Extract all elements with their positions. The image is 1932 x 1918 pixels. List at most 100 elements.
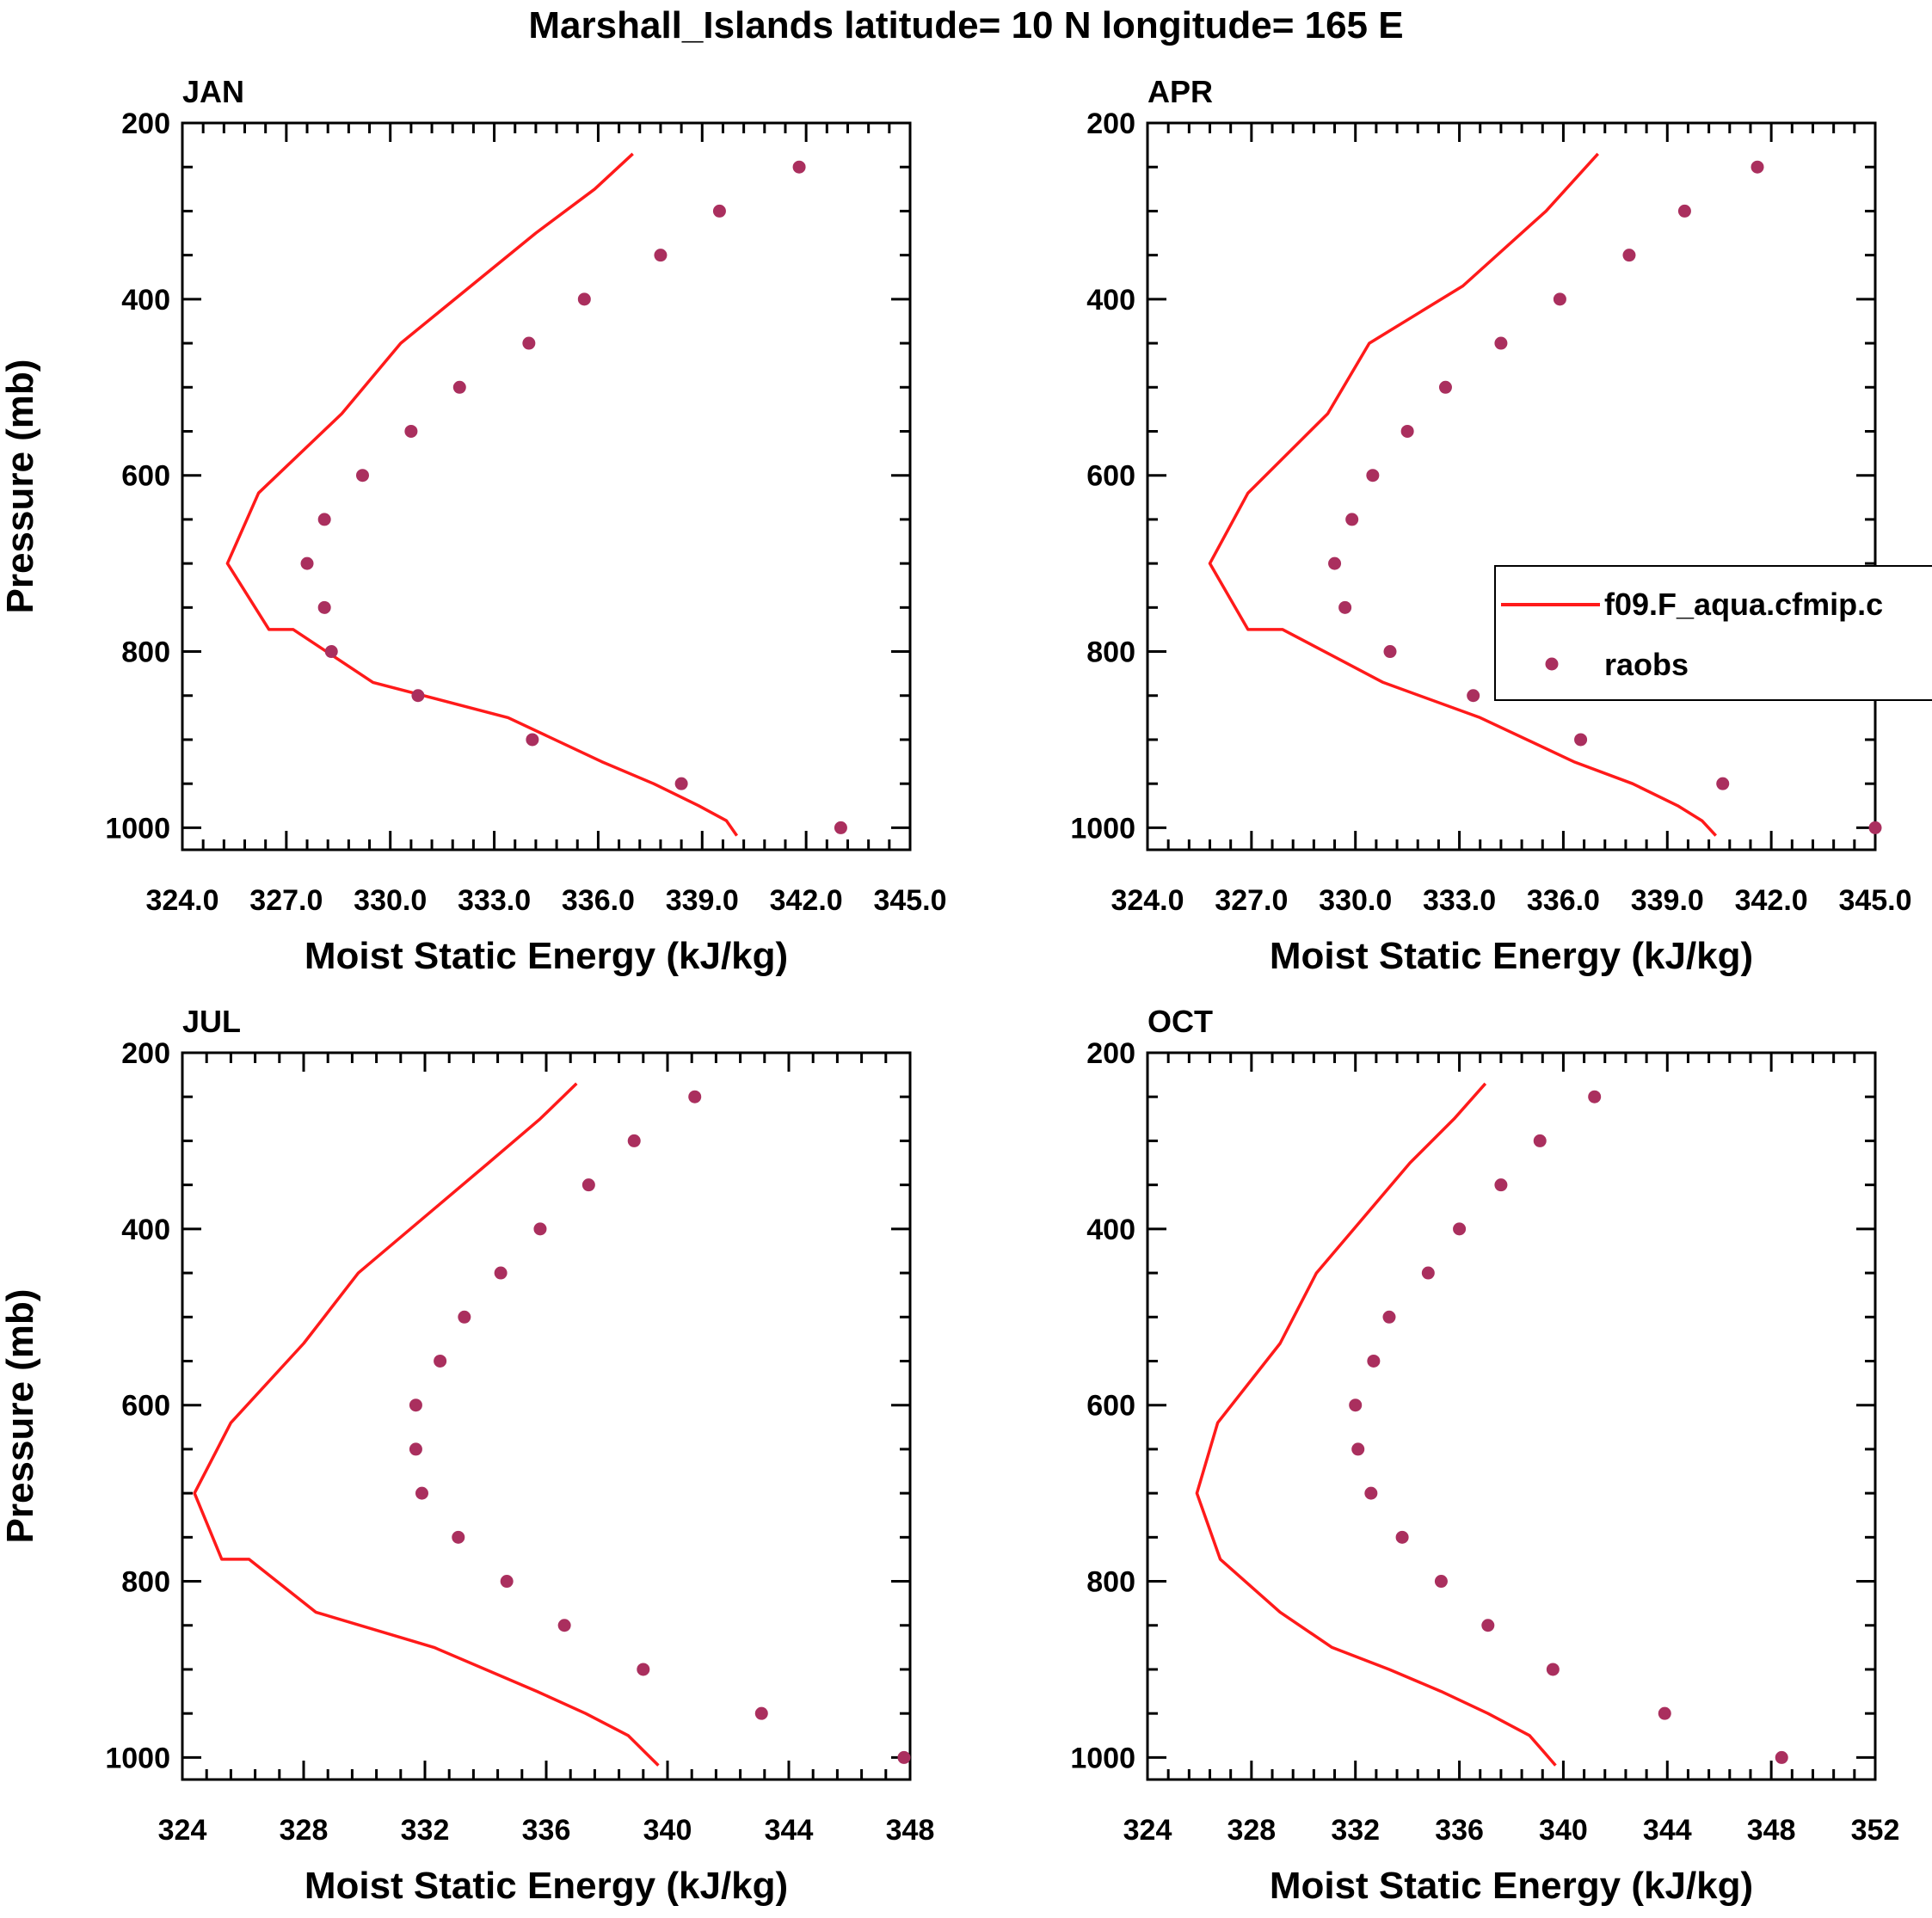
y-tick-label-apr: 200 xyxy=(1086,108,1135,140)
y-tick-label-jan: 800 xyxy=(121,636,170,669)
raobs-point-apr xyxy=(1438,380,1452,394)
panel-jan: JAN 324.0 327.0 330.0 333.0 336.0 339.0 342.0 34… xyxy=(0,74,947,977)
y-tick-label-jan: 400 xyxy=(121,284,170,317)
raobs-point-jan xyxy=(522,336,536,350)
panel-oct: OCT 324 328 332 336 340 344 348 352 200 400 600 800 1… xyxy=(1070,1004,1899,1907)
raobs-point-jul xyxy=(500,1575,514,1589)
raobs-point-oct xyxy=(1453,1222,1467,1236)
x-tick-label-apr: 330.0 xyxy=(1319,884,1392,917)
raobs-point-oct xyxy=(1364,1486,1378,1500)
raobs-point-oct xyxy=(1395,1530,1409,1544)
raobs-point-apr xyxy=(1677,204,1691,218)
raobs-point-jul xyxy=(409,1442,422,1456)
x-tick-label-oct: 352 xyxy=(1851,1814,1900,1847)
legend-box xyxy=(1494,565,1932,701)
x-tick-label-jul: 348 xyxy=(886,1814,935,1847)
x-tick-label-jan: 345.0 xyxy=(873,884,946,917)
raobs-point-jan xyxy=(792,160,806,174)
y-tick-label-apr: 600 xyxy=(1086,460,1135,493)
raobs-point-oct xyxy=(1494,1178,1508,1192)
x-tick-label-jul: 332 xyxy=(401,1814,450,1847)
raobs-point-jul xyxy=(627,1134,641,1147)
raobs-point-apr xyxy=(1750,160,1764,174)
raobs-point-apr xyxy=(1328,556,1342,570)
y-tick-label-oct: 200 xyxy=(1086,1037,1135,1070)
x-tick-label-jul: 328 xyxy=(280,1814,329,1847)
raobs-point-jan xyxy=(834,821,847,834)
plot-frame-oct xyxy=(1146,1051,1877,1781)
y-tick-label-jul: 600 xyxy=(121,1390,170,1423)
raobs-point-jan xyxy=(324,645,338,659)
raobs-point-jul xyxy=(533,1222,547,1236)
x-tick-label-apr: 327.0 xyxy=(1215,884,1288,917)
raobs-point-apr xyxy=(1868,821,1882,834)
raobs-point-oct xyxy=(1658,1706,1671,1720)
x-axis-label-jul: Moist Static Energy (kJ/kg) xyxy=(305,1865,788,1907)
x-axis-label-apr: Moist Static Energy (kJ/kg) xyxy=(1270,935,1753,977)
raobs-point-jan xyxy=(577,292,591,306)
x-tick-label-jan: 333.0 xyxy=(458,884,531,917)
raobs-point-apr xyxy=(1345,513,1359,526)
raobs-point-oct xyxy=(1367,1354,1381,1368)
panel-title-oct: OCT xyxy=(1148,1004,1213,1039)
panel-apr: APR 324.0 327.0 330.0 333.0 336.0 339.0 342.0 34… xyxy=(1070,74,1911,977)
raobs-point-apr xyxy=(1574,733,1588,747)
raobs-point-jul xyxy=(409,1399,422,1412)
y-tick-label-jul: 800 xyxy=(121,1566,170,1599)
legend: f09.F_aqua.cfmip.c raobs xyxy=(1494,565,1932,701)
raobs-point-oct xyxy=(1588,1090,1602,1103)
raobs-point-oct xyxy=(1434,1575,1448,1589)
plot-frame-jan xyxy=(181,121,912,851)
raobs-point-apr xyxy=(1400,424,1414,438)
x-tick-label-oct: 324 xyxy=(1123,1814,1172,1847)
y-tick-label-apr: 400 xyxy=(1086,284,1135,317)
raobs-point-oct xyxy=(1481,1619,1495,1632)
legend-obs-label: raobs xyxy=(1604,647,1689,682)
raobs-point-jul xyxy=(452,1530,465,1544)
y-tick-label-jan: 1000 xyxy=(105,812,170,845)
raobs-point-apr xyxy=(1494,336,1508,350)
raobs-point-apr xyxy=(1716,777,1730,790)
raobs-point-jan xyxy=(674,777,688,790)
model-line-jul xyxy=(193,1082,660,1767)
panel-title-apr: APR xyxy=(1148,74,1213,109)
x-tick-label-jul: 340 xyxy=(643,1814,692,1847)
raobs-point-oct xyxy=(1421,1266,1435,1280)
x-tick-label-apr: 342.0 xyxy=(1735,884,1808,917)
x-tick-label-jan: 342.0 xyxy=(770,884,843,917)
x-tick-label-oct: 332 xyxy=(1331,1814,1380,1847)
x-tick-label-oct: 336 xyxy=(1435,1814,1484,1847)
x-tick-label-jul: 324 xyxy=(158,1814,207,1847)
raobs-point-jul xyxy=(897,1750,911,1764)
panels: JAN 324.0 327.0 330.0 333.0 336.0 339.0 342.0 34… xyxy=(0,74,1912,1907)
y-tick-label-apr: 1000 xyxy=(1070,812,1135,845)
raobs-point-oct xyxy=(1775,1750,1788,1764)
raobs-point-jul xyxy=(637,1663,650,1676)
y-tick-label-apr: 800 xyxy=(1086,636,1135,669)
raobs-point-apr xyxy=(1366,469,1380,483)
y-tick-label-jul: 200 xyxy=(121,1037,170,1070)
x-tick-label-oct: 340 xyxy=(1539,1814,1588,1847)
raobs-point-apr xyxy=(1553,292,1566,306)
raobs-point-jan xyxy=(355,469,369,483)
x-tick-label-apr: 339.0 xyxy=(1631,884,1704,917)
raobs-point-jan xyxy=(411,689,425,703)
y-axis-label-jan: Pressure (mb) xyxy=(0,360,41,614)
y-tick-label-jul: 400 xyxy=(121,1214,170,1246)
x-tick-label-oct: 344 xyxy=(1643,1814,1692,1847)
raobs-point-oct xyxy=(1533,1134,1547,1147)
raobs-point-jul xyxy=(434,1354,447,1368)
raobs-point-jan xyxy=(712,204,726,218)
x-tick-label-apr: 324.0 xyxy=(1111,884,1184,917)
x-tick-label-jul: 344 xyxy=(765,1814,814,1847)
raobs-point-jul xyxy=(581,1178,595,1192)
y-axis-label-jul: Pressure (mb) xyxy=(0,1289,41,1544)
x-tick-label-jan: 339.0 xyxy=(666,884,739,917)
x-tick-label-jul: 336 xyxy=(522,1814,571,1847)
panel-title-jan: JAN xyxy=(182,74,244,109)
raobs-point-apr xyxy=(1622,249,1636,262)
model-line-oct xyxy=(1195,1082,1557,1767)
raobs-point-jan xyxy=(526,733,539,747)
x-tick-label-apr: 336.0 xyxy=(1527,884,1600,917)
